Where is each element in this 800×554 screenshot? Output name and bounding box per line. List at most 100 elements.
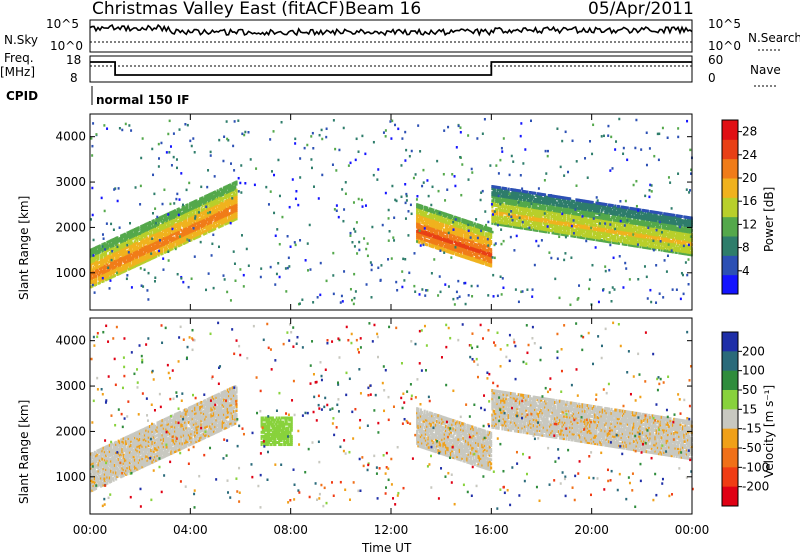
power-cell [505, 219, 508, 223]
power-cell [187, 221, 190, 225]
power-cell [550, 220, 553, 224]
power-cell [212, 191, 216, 195]
power-cell [162, 243, 165, 247]
power-cell [528, 219, 532, 223]
power-cell [417, 232, 420, 236]
power-cell [545, 213, 548, 217]
power-cell [416, 237, 419, 241]
power-cell [490, 264, 493, 268]
power-cell [217, 192, 221, 196]
power-cell [122, 263, 125, 267]
power-cell [195, 233, 198, 237]
power-cell [516, 211, 519, 215]
power-cell [117, 270, 120, 274]
power-cell [555, 201, 558, 205]
power-cell [451, 245, 454, 249]
power-cell [532, 218, 535, 222]
power-cell [200, 231, 203, 235]
power-cell [566, 215, 569, 219]
power-cell [126, 262, 129, 266]
power-cell [459, 234, 463, 238]
power-cell [437, 214, 440, 218]
power-cell [226, 190, 229, 194]
power-cell [439, 243, 443, 247]
power-cell [467, 242, 470, 246]
power-cell [160, 248, 163, 252]
power-cell [141, 236, 144, 240]
power-cell [575, 220, 578, 224]
power-cell [446, 249, 449, 253]
power-cell [98, 266, 101, 270]
power-cell [559, 205, 562, 209]
power-cell [215, 224, 218, 228]
power-cell [199, 219, 202, 223]
power-cell [589, 210, 592, 214]
power-cell [515, 211, 518, 215]
power-cell [174, 213, 177, 217]
power-cell [126, 249, 129, 253]
power-cell [161, 223, 164, 227]
power-cell [526, 223, 529, 227]
power-cell [182, 229, 185, 233]
power-cell [501, 217, 504, 221]
power-cell [511, 202, 514, 206]
power-cell [561, 232, 564, 236]
power-cell [176, 238, 179, 242]
power-cell [429, 226, 432, 230]
power-cell [555, 197, 558, 201]
power-cell [185, 224, 188, 228]
power-cell [556, 209, 559, 213]
power-cell [482, 257, 485, 261]
power-cell [416, 225, 419, 229]
power-cell [127, 263, 130, 267]
power-cell [506, 191, 509, 195]
power-cell [506, 213, 509, 217]
power-cell [176, 226, 179, 230]
power-cell [442, 213, 445, 217]
power-cell [434, 215, 437, 219]
power-cell [234, 187, 237, 191]
power-cell [576, 216, 579, 220]
power-cell [579, 207, 582, 211]
power-cell [466, 246, 469, 250]
power-cell [480, 232, 483, 236]
power-cell [562, 212, 565, 216]
power-cell [544, 215, 547, 219]
nsky-trace [89, 23, 693, 43]
power-cell [174, 229, 177, 233]
power-cell [536, 198, 539, 202]
power-cell [576, 223, 579, 227]
power-cell [501, 202, 504, 206]
power-cell [468, 230, 471, 234]
power-cell [209, 229, 212, 233]
power-cell [419, 206, 422, 210]
power-cell [122, 247, 125, 251]
power-cell [226, 192, 229, 196]
power-cell [232, 198, 236, 202]
power-cell [422, 227, 425, 231]
power-cell [155, 236, 158, 240]
power-cell [133, 258, 136, 262]
power-cell [185, 210, 188, 214]
power-cell [116, 236, 119, 240]
power-cell [495, 197, 498, 201]
power-cell [185, 222, 188, 226]
power-cell [123, 240, 126, 244]
power-cell [179, 210, 182, 214]
power-cell [196, 229, 199, 233]
power-cell [572, 210, 575, 214]
power-cell [172, 230, 175, 234]
power-cell [95, 266, 98, 270]
power-cell [458, 245, 461, 249]
power-cell [102, 246, 105, 250]
power-cell [572, 212, 575, 216]
power-cell [230, 199, 233, 203]
power-cell [201, 204, 204, 208]
power-cell [597, 206, 601, 210]
power-cell [224, 185, 227, 189]
power-cell [589, 222, 592, 226]
power-cell [108, 252, 111, 256]
power-cell [572, 214, 575, 218]
power-cell [102, 273, 105, 277]
power-cell [200, 209, 203, 213]
